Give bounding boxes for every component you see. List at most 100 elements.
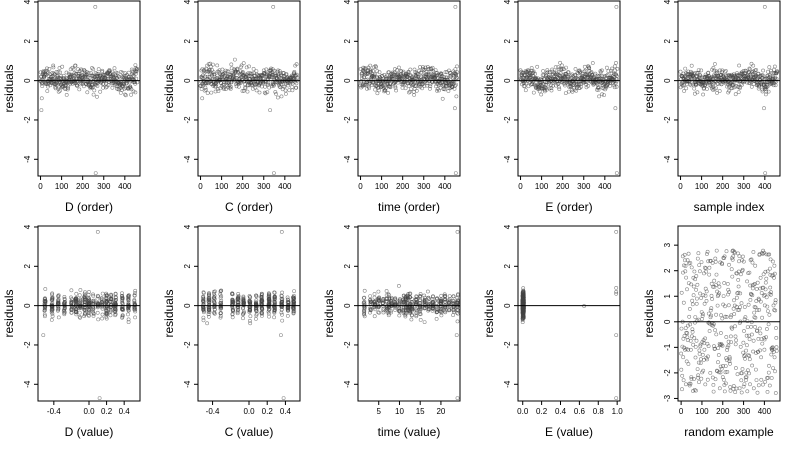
- x-tick-label: 0: [38, 182, 43, 191]
- residual-point: [714, 248, 719, 253]
- residual-point: [734, 366, 738, 370]
- residual-point: [560, 63, 564, 68]
- residual-point: [747, 357, 752, 362]
- y-tick-label: 0: [343, 303, 352, 308]
- residual-point: [126, 312, 130, 317]
- x-tick-label: 0: [518, 182, 523, 191]
- residual-point: [694, 338, 699, 343]
- x-tick-label: 0: [678, 182, 683, 191]
- residual-point: [704, 269, 709, 274]
- residual-point: [727, 262, 731, 267]
- x-tick-label: 100: [535, 182, 549, 191]
- residual-point: [243, 86, 248, 91]
- x-tick-label: 0.6: [574, 407, 586, 416]
- x-tick-label: -0.4: [206, 407, 220, 416]
- residual-point: [735, 295, 739, 300]
- residual-point: [689, 265, 694, 270]
- residual-point: [530, 82, 535, 87]
- residual-point: [766, 309, 770, 314]
- residual-point: [697, 351, 702, 356]
- residual-point: [396, 283, 401, 288]
- residual-point: [766, 322, 771, 327]
- scatter-points: [41, 229, 138, 401]
- residual-point: [86, 71, 91, 75]
- residual-point: [696, 373, 701, 378]
- residual-point: [698, 291, 703, 296]
- residual-point: [613, 64, 617, 69]
- residual-point: [684, 86, 689, 91]
- residual-point: [427, 86, 432, 91]
- residual-point: [392, 67, 397, 71]
- residual-point: [251, 67, 256, 71]
- residual-point: [96, 67, 101, 72]
- residual-point: [614, 79, 619, 84]
- residual-point: [717, 386, 722, 391]
- residual-point: [549, 88, 554, 93]
- x-tick-label: 0.2: [262, 407, 274, 416]
- residual-point: [433, 76, 438, 81]
- y-tick-label: -2: [343, 116, 352, 124]
- residual-point: [563, 83, 567, 88]
- residual-point: [112, 66, 117, 71]
- residual-point: [449, 73, 454, 78]
- residual-point: [773, 64, 777, 69]
- residual-point: [91, 92, 96, 97]
- x-axis-label: random example: [684, 425, 774, 439]
- residual-point: [271, 82, 276, 87]
- residual-point: [602, 93, 606, 98]
- y-tick-label: 2: [23, 264, 32, 269]
- residual-point: [415, 72, 420, 77]
- residual-point: [681, 300, 686, 305]
- residual-point: [283, 88, 288, 93]
- y-tick-label: 0: [183, 78, 192, 83]
- residual-point: [768, 285, 773, 290]
- residual-point: [268, 108, 273, 113]
- residual-point: [719, 313, 724, 318]
- residual-point: [724, 249, 729, 254]
- residual-point: [429, 69, 434, 74]
- residual-point: [262, 71, 267, 75]
- residual-point: [713, 256, 718, 261]
- residual-point: [711, 389, 716, 394]
- residual-point: [600, 68, 604, 73]
- residual-point: [403, 86, 408, 91]
- residual-point: [714, 312, 719, 317]
- residual-point: [256, 75, 261, 80]
- residual-point: [753, 263, 758, 268]
- residual-point: [220, 67, 225, 72]
- residual-point: [101, 85, 106, 90]
- y-tick-label: 2: [503, 264, 512, 269]
- residual-point: [612, 85, 617, 90]
- residual-point: [699, 260, 704, 265]
- residual-point: [748, 382, 752, 387]
- x-tick-label: 200: [556, 182, 570, 191]
- residual-point: [130, 69, 135, 74]
- residual-point: [702, 271, 706, 276]
- residual-point: [100, 312, 105, 317]
- residual-point: [730, 274, 735, 279]
- residual-point: [439, 72, 444, 77]
- residual-point: [393, 308, 398, 312]
- residual-point: [701, 92, 706, 97]
- residual-point: [766, 89, 771, 94]
- residual-point: [265, 83, 270, 87]
- residual-point: [422, 293, 427, 298]
- residual-point: [244, 74, 248, 79]
- residual-point: [204, 87, 208, 92]
- x-tick-label: 0.0: [517, 407, 529, 416]
- x-tick-label: 300: [417, 182, 431, 191]
- y-tick-label: 4: [23, 0, 32, 4]
- residual-point: [294, 85, 299, 90]
- residual-point: [41, 333, 46, 338]
- residual-point: [713, 62, 717, 66]
- residual-point: [422, 320, 427, 325]
- residual-point: [746, 353, 751, 358]
- residual-point: [412, 67, 417, 72]
- residual-point: [754, 378, 759, 383]
- x-tick-label: 200: [76, 182, 90, 191]
- residual-point: [60, 64, 65, 69]
- residual-point: [388, 85, 393, 90]
- residual-point: [609, 68, 614, 73]
